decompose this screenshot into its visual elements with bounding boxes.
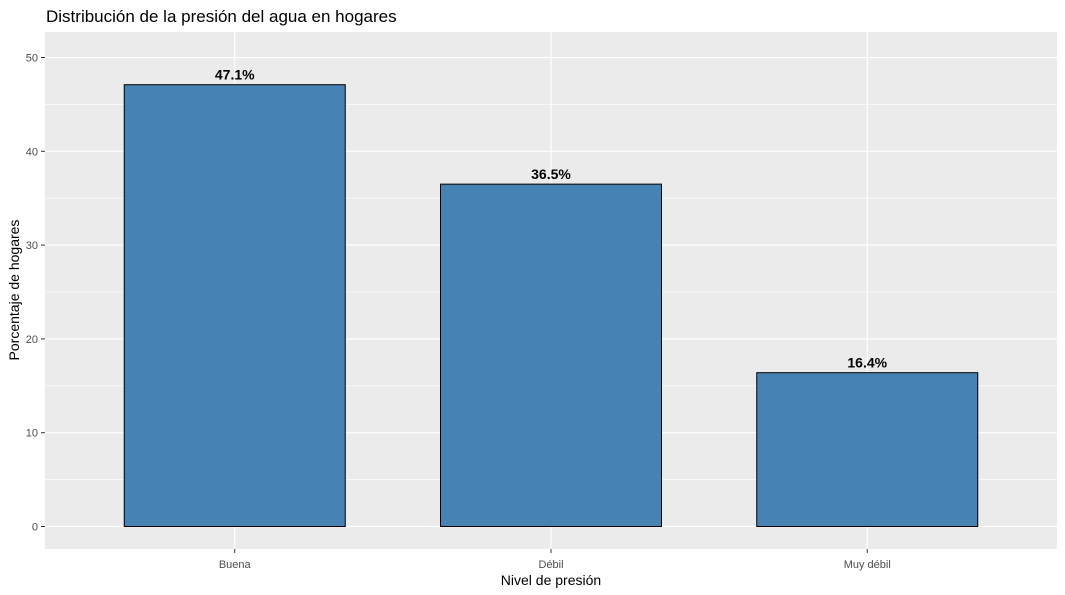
bar-data-labels: 47.1% 36.5% 16.4% bbox=[215, 67, 888, 371]
bars bbox=[123, 84, 979, 528]
y-axis: 0 10 20 30 40 50 bbox=[26, 53, 45, 534]
bar-buena bbox=[123, 84, 346, 528]
bar-data-label: 36.5% bbox=[531, 166, 571, 182]
y-tick-label: 40 bbox=[26, 146, 38, 158]
bar-data-label: 47.1% bbox=[215, 67, 255, 83]
y-tick-label: 10 bbox=[26, 428, 38, 440]
x-tick-label: Débil bbox=[538, 559, 563, 571]
bar-débil bbox=[440, 183, 662, 527]
x-tick-label: Muy débil bbox=[844, 559, 891, 571]
bar-muy-débil bbox=[756, 372, 979, 527]
bar-data-label: 16.4% bbox=[847, 355, 887, 371]
x-axis-title: Nivel de presión bbox=[501, 572, 601, 588]
y-tick-label: 20 bbox=[26, 334, 38, 346]
y-tick-label: 50 bbox=[26, 53, 38, 65]
y-tick-label: 30 bbox=[26, 240, 38, 252]
chart-title: Distribución de la presión del agua en h… bbox=[46, 7, 397, 26]
x-axis: Buena Débil Muy débil bbox=[219, 549, 891, 571]
y-tick-label: 0 bbox=[32, 522, 38, 534]
y-axis-title: Porcentaje de hogares bbox=[6, 220, 22, 361]
x-tick-label: Buena bbox=[219, 559, 252, 571]
